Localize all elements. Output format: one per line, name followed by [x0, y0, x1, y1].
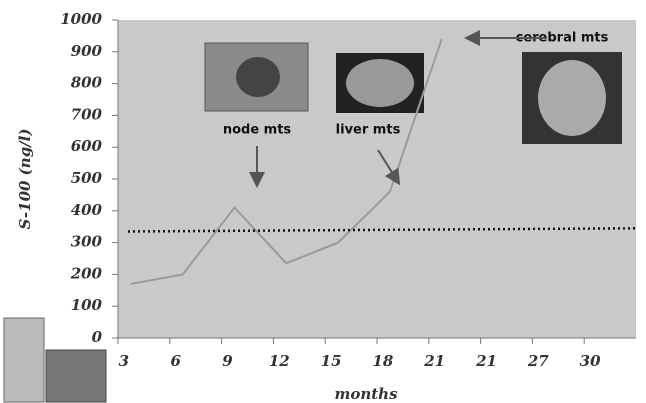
- x-tick-label: 21: [423, 352, 445, 370]
- x-tick-label: 27: [527, 352, 549, 370]
- liver-image-detail: [346, 59, 414, 107]
- images: [3, 42, 622, 403]
- x-tick-label: 3: [119, 352, 129, 370]
- x-tick-label: 21: [475, 352, 497, 370]
- y-tick-label: 800: [71, 74, 103, 92]
- x-axis-label: months: [334, 385, 398, 403]
- data-line: [130, 38, 443, 285]
- y-tick-label: 500: [71, 169, 103, 187]
- y-tick-label: 0: [92, 328, 103, 346]
- x-tick-label: 6: [170, 352, 181, 370]
- annotation: liver mts: [336, 123, 401, 138]
- y-tick-label: 100: [71, 296, 103, 314]
- y-tick-label: 400: [71, 201, 103, 219]
- y-axis-label: S-100 (ng/l): [16, 129, 34, 230]
- book-image: [3, 317, 45, 403]
- x-tick-label: 18: [372, 352, 393, 370]
- y-tick-label: 1000: [60, 10, 102, 28]
- annotation: cerebral mts: [516, 31, 609, 46]
- x-tick-label: 15: [321, 352, 342, 370]
- y-tick-label: 700: [71, 105, 103, 123]
- y-tick-label: 300: [71, 233, 103, 251]
- annotation: node mts: [223, 123, 292, 138]
- annotation-arrow: [377, 149, 401, 186]
- cerebral-image-detail: [538, 60, 606, 136]
- y-tick-label: 900: [71, 42, 103, 60]
- x-tick-label: 12: [269, 352, 290, 370]
- y-tick-label: 600: [71, 137, 103, 155]
- node-image-detail: [236, 57, 280, 97]
- book-image: [45, 349, 107, 403]
- x-tick-label: 9: [222, 352, 233, 370]
- y-tick-label: 200: [70, 264, 103, 282]
- x-tick-label: 30: [580, 352, 601, 370]
